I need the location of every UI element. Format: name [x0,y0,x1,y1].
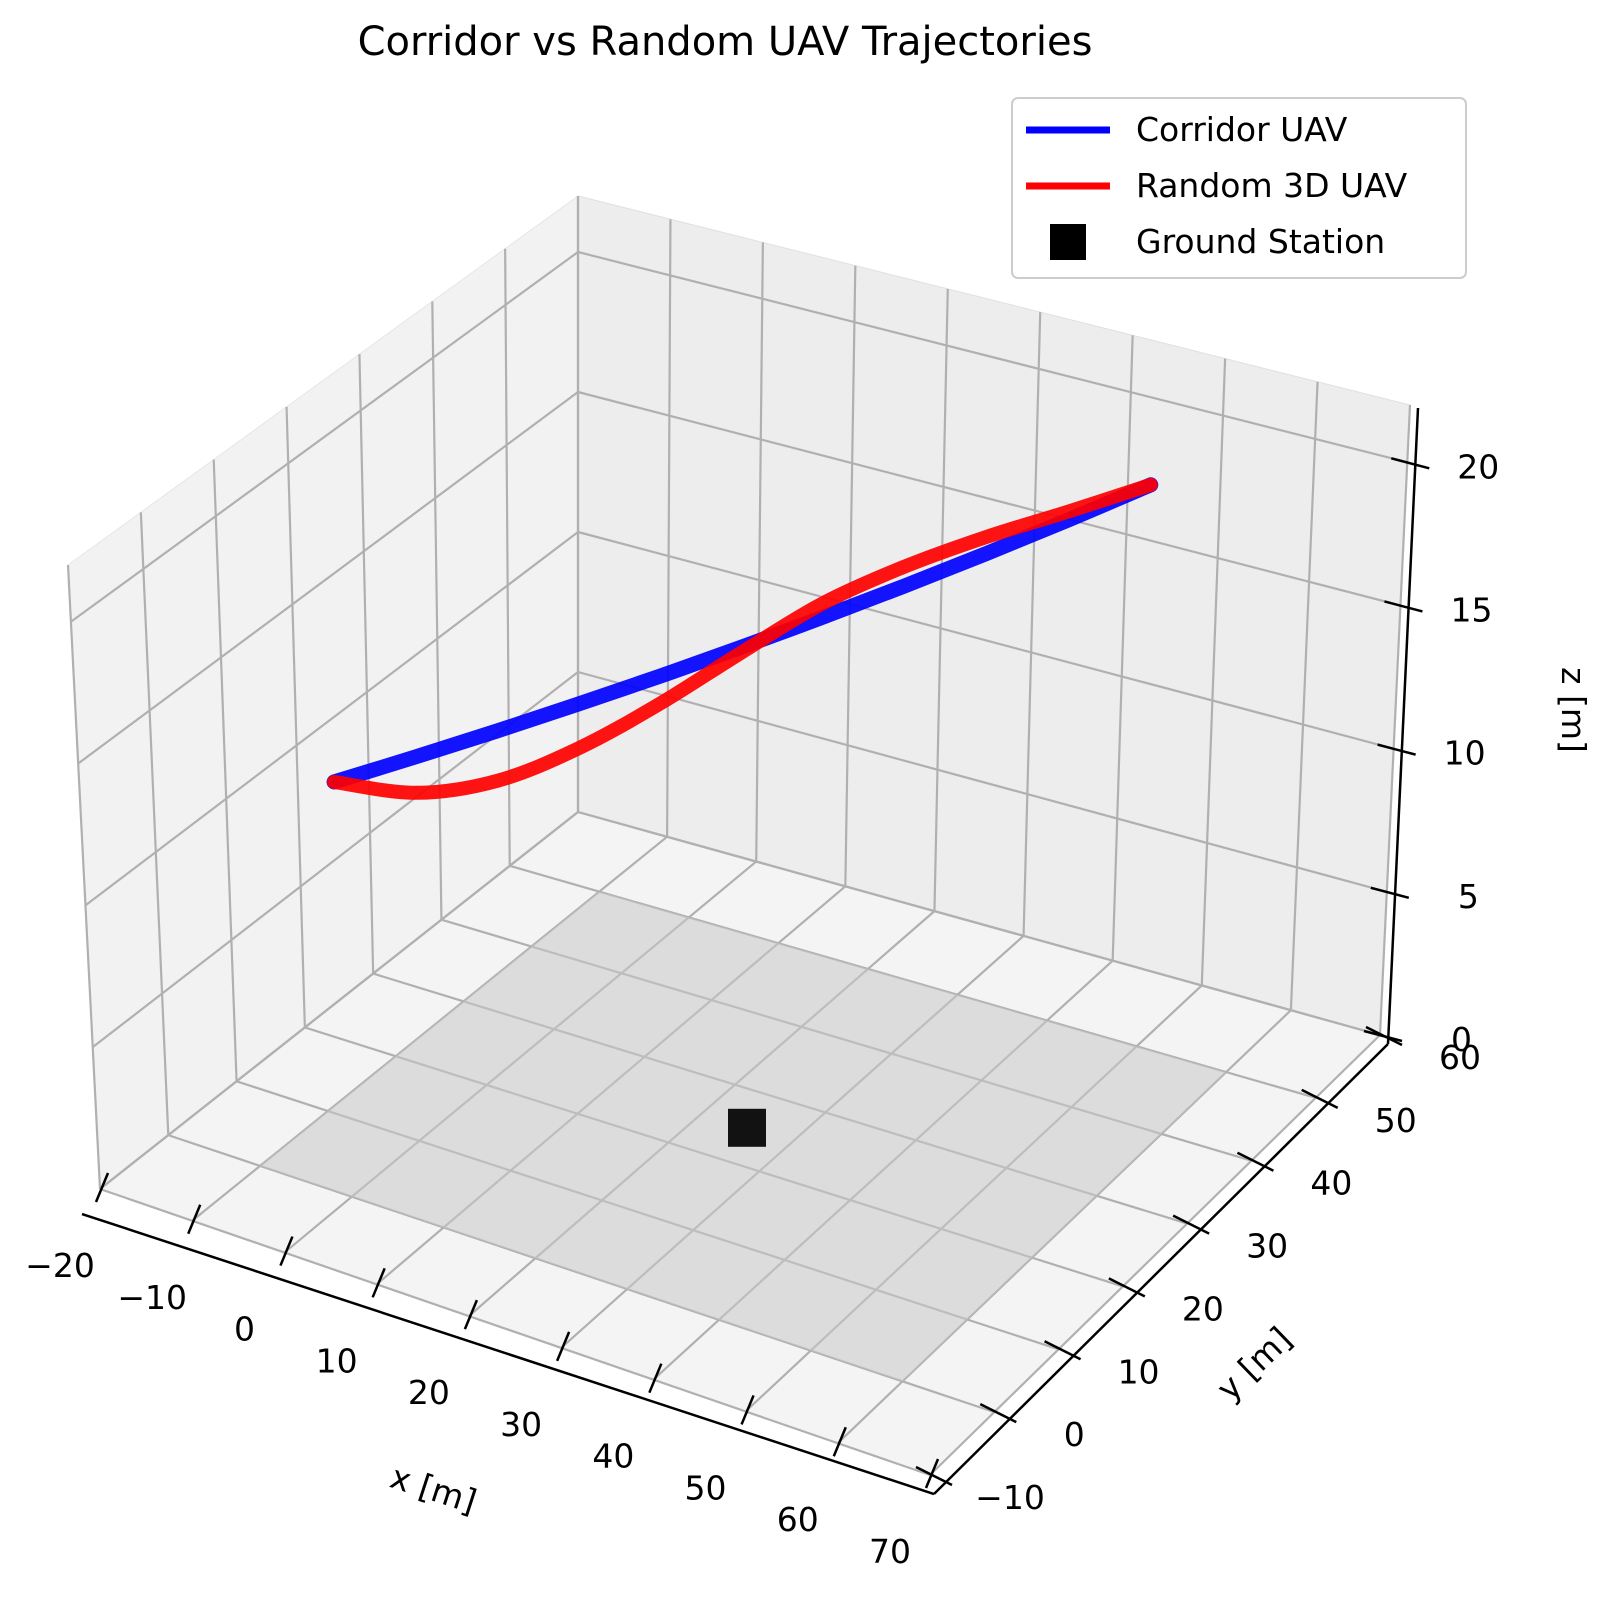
grid-line-x-back [755,242,764,862]
grid-line-x-back [1200,358,1227,986]
x-tick [187,1204,202,1235]
grid-line-z-side [99,811,579,1190]
y-tick [1236,1151,1274,1172]
x-tick [371,1267,386,1298]
series-layer [326,477,1159,800]
z-tick-label: 0 [1451,1020,1472,1059]
x-tick [832,1426,847,1457]
y-tick [1108,1277,1146,1298]
y-axis-title: y [m] [1209,1319,1299,1408]
grid-line-y-side [139,512,170,1136]
z-tick [1384,600,1423,613]
x-tick-label: 10 [316,1341,358,1380]
z-tick-label: 10 [1444,734,1486,773]
z-tick [1370,886,1410,900]
x-tick [648,1363,663,1394]
grid-line-x-floor [929,1034,1381,1476]
y-tick-label: 10 [1118,1352,1160,1391]
z-tick [1390,457,1430,470]
x-tick-label: 0 [234,1310,255,1349]
legend-label-corridor: Corridor UAV [1136,110,1348,149]
grid-line-y-side [285,406,306,1028]
grid-line-y-side [358,354,375,974]
y-tick-label: 30 [1246,1227,1288,1266]
z-tick-label: 20 [1457,447,1499,486]
y-tick-label: 50 [1375,1101,1417,1140]
y-tick [915,1465,953,1487]
z-axis-line [1386,407,1420,1045]
grid-line-x-back [1378,404,1412,1036]
legend-box [1011,97,1467,279]
y-tick [1301,1088,1339,1109]
grid-line-x-back [933,288,949,912]
grid-line-x-back [1022,312,1042,936]
chart-title: Corridor vs Random UAV Trajectories [358,19,1093,65]
y-tick-label: 20 [1182,1289,1224,1328]
grid-line-y-floor [99,1187,931,1477]
legend-label-ground-station: Ground Station [1136,222,1385,261]
x-tick-label: 60 [777,1500,819,1539]
grid-line-x-back [1111,335,1134,961]
x-tick-label: −20 [25,1246,95,1285]
x-tick [924,1458,940,1489]
grid-line-y-side [212,459,238,1082]
random-uav-line [327,477,1158,800]
grid-line-z-back [577,670,1388,893]
grid-line-x-back [1289,381,1319,1011]
grid-line-z-side [70,251,579,623]
y-tick-label: −10 [975,1478,1045,1517]
y-tick-label: 60 [1439,1038,1481,1077]
x-axis-line [81,1212,935,1496]
x-tick-label: 70 [869,1532,911,1571]
grid-line-x-back [844,265,857,887]
x-tick-label: 50 [685,1468,727,1507]
y-tick-label: 40 [1310,1164,1352,1203]
x-tick [279,1236,294,1267]
z-tick-label: 5 [1458,877,1479,916]
y-tick [979,1403,1017,1424]
grid-line-z-back [577,390,1401,607]
y-tick [1044,1340,1082,1361]
grid-line-y-side [504,248,511,866]
legend: Corridor UAV Random 3D UAV Ground Statio… [1011,97,1467,279]
x-tick-label: 30 [500,1405,542,1444]
z-axis-title: z [m] [1554,667,1593,753]
x-tick-label: 20 [408,1373,450,1412]
legend-label-random: Random 3D UAV [1136,166,1408,205]
x-tick [463,1299,479,1330]
tick-labels: −20−10010203040506070−100102030405060051… [25,447,1499,1571]
x-tick [94,1172,110,1203]
x-tick-label: −10 [117,1278,187,1317]
grid-line-z-back [577,250,1408,464]
grid-line-z-back [577,810,1381,1037]
grid-line-y-side [431,301,443,920]
ticks [94,457,1430,1489]
x-tick [555,1331,571,1362]
grid-line-z-back [577,530,1394,750]
x-tick [740,1394,755,1425]
x-axis-title: x [m] [386,1457,482,1521]
y-tick-label: 0 [1064,1415,1085,1454]
grid-line-z-side [84,531,579,907]
z-tick [1377,743,1416,756]
x-tick-label: 40 [592,1437,634,1476]
y-tick [1172,1214,1210,1235]
z-tick-label: 15 [1450,590,1492,629]
grid-line-z-side [77,391,579,765]
legend-swatch-ground-station [1050,224,1086,260]
z-tick [1363,1029,1403,1043]
ground-station-marker [728,1108,766,1147]
grid-line-y-side [66,564,102,1190]
grid-line-x-back [666,219,672,837]
